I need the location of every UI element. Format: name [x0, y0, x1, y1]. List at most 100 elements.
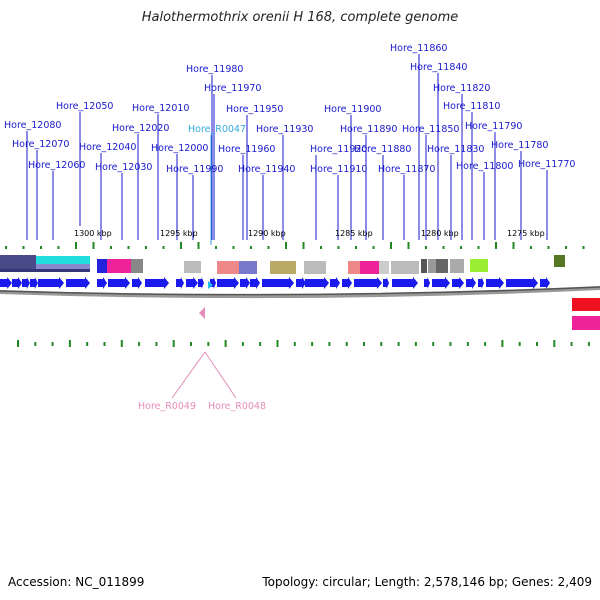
gene-arrow: [330, 277, 340, 289]
tick-mark: [449, 342, 452, 346]
feature-block: [0, 269, 90, 272]
tick-mark: [197, 242, 200, 249]
label-connectors: [26, 54, 548, 245]
tick-mark: [495, 242, 497, 249]
gene-arrow: [262, 277, 294, 289]
rna-glyph: [208, 281, 213, 289]
gene-arrow: [354, 277, 382, 289]
tick-mark: [407, 242, 410, 249]
gene-label: Hore_12040: [79, 142, 136, 153]
gene-arrow: [12, 277, 22, 289]
feature-block: [36, 264, 90, 269]
tick-mark: [17, 340, 19, 347]
gene-label: Hore_11910: [310, 164, 367, 175]
tick-mark: [75, 242, 77, 249]
genome-backbone: [0, 286, 600, 330]
tick-mark: [207, 342, 210, 346]
gene-label: Hore_11790: [465, 121, 522, 132]
tick-mark: [5, 246, 7, 249]
gene-arrow: [383, 277, 389, 289]
tick-mark: [432, 342, 435, 346]
tick-mark: [587, 342, 590, 346]
tick-mark: [512, 242, 515, 249]
gene-label: Hore_12000: [151, 143, 208, 154]
gene-arrow: [38, 277, 64, 289]
genome-summary: Topology: circular; Length: 2,578,146 bp…: [262, 575, 592, 589]
tick-mark: [337, 246, 340, 249]
gene-label: Hore_11770: [518, 159, 575, 170]
tick-mark: [267, 246, 270, 249]
tick-mark: [285, 242, 287, 249]
tick-mark: [518, 342, 521, 346]
feature-block: [36, 256, 90, 264]
gene-arrow: [108, 277, 130, 289]
gene-label: Hore_11990: [166, 164, 223, 175]
gene-label: Hore_11890: [340, 124, 397, 135]
gene-label: Hore_R0047: [188, 124, 246, 135]
gene-arrow: [0, 277, 12, 289]
gene-label: Hore_11850: [402, 124, 459, 135]
gene-arrow: [506, 277, 538, 289]
tick-mark: [138, 342, 141, 346]
tick-mark: [302, 242, 305, 249]
gene-label: Hore_11860: [390, 43, 447, 54]
feature-block: [379, 261, 389, 274]
feature-block: [428, 259, 436, 273]
feature-block: [572, 316, 600, 330]
gene-label: Hore_11810: [443, 101, 500, 112]
gene-arrow: [392, 277, 418, 289]
tick-mark: [224, 340, 227, 347]
tick-mark: [328, 342, 331, 346]
tick-mark: [501, 340, 504, 347]
feature-block: [554, 255, 565, 267]
gene-label: Hore_11870: [378, 164, 435, 175]
feature-block: [572, 298, 600, 311]
scale-tick-label: 1300 kbp: [74, 229, 112, 238]
tick-mark: [259, 342, 262, 346]
tick-mark: [565, 246, 567, 249]
gene-arrow: [210, 277, 216, 289]
tick-mark: [232, 246, 235, 249]
gene-label: Hore_11800: [456, 161, 513, 172]
gene-arrow: [424, 277, 430, 289]
tick-mark: [250, 246, 252, 249]
gene-arrow: [250, 277, 260, 289]
feature-block: [97, 259, 107, 273]
gene-label: Hore_11900: [324, 104, 381, 115]
gene-labels: Hore_12080 Hore_12070 Hore_12060 Hore_12050…: [4, 43, 575, 175]
tick-mark: [145, 246, 147, 249]
gene-label: Hore_11840: [410, 62, 467, 73]
tick-mark: [477, 246, 480, 249]
gene-label: Hore_11880: [354, 144, 411, 155]
tick-mark: [110, 246, 112, 249]
gene-label: Hore_11980: [186, 64, 243, 75]
gene-label: Hore_12080: [4, 120, 61, 131]
tick-mark: [311, 342, 314, 346]
tick-mark: [414, 342, 417, 346]
tick-mark: [68, 340, 71, 347]
reverse-strand-track: Hore_R0049 Hore_R0048: [138, 307, 266, 412]
gene-label: Hore_12010: [132, 103, 189, 114]
gene-arrow: [432, 277, 450, 289]
tick-mark: [162, 246, 165, 249]
tick-mark: [127, 246, 130, 249]
gene-arrow: [132, 277, 142, 289]
gene-arrow: [296, 277, 306, 289]
gene-arrow: [478, 277, 484, 289]
tick-mark: [190, 342, 192, 346]
tick-mark: [120, 340, 123, 347]
feature-block: [239, 261, 257, 274]
feature-block: [391, 261, 419, 274]
gene-arrow: [466, 277, 476, 289]
tick-mark: [241, 342, 244, 346]
trna-marker: [199, 307, 205, 319]
gene-arrow: [198, 277, 204, 289]
backbone-core: [0, 286, 600, 296]
gene-label: Hore_11950: [226, 104, 283, 115]
gene-arrow: [66, 277, 90, 289]
gene-arrow: [305, 277, 329, 289]
feature-block: [348, 261, 360, 274]
feature-block: [421, 259, 427, 273]
